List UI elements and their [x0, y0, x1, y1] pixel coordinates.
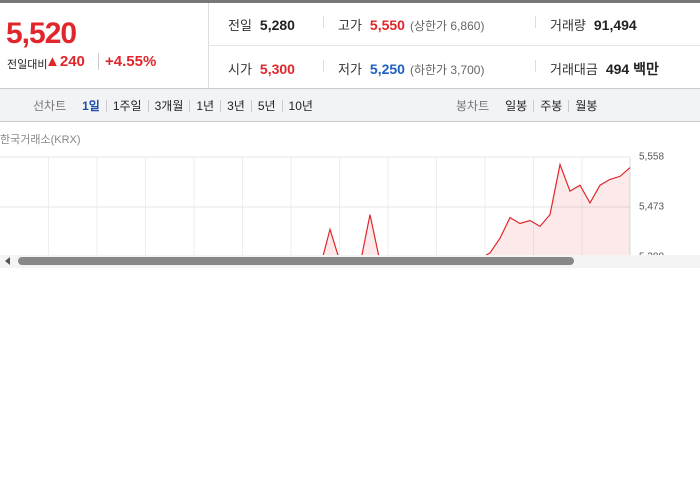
tab-group-label: 선차트 — [33, 99, 67, 113]
quote-cell: 시가 5,300 — [228, 59, 295, 78]
quote-value: 5,300 — [259, 61, 295, 77]
quote-cell: 저가 5,250 (하한가 3,700) — [338, 59, 484, 78]
tab[interactable]: 월봉 — [568, 99, 603, 112]
quote-label: 시가 — [228, 62, 252, 77]
tab[interactable]: 10년 — [281, 99, 319, 112]
tab[interactable]: 주봉 — [533, 99, 568, 112]
quote-value: 494 백만 — [605, 61, 659, 77]
quote-value: 5,250 — [369, 61, 405, 77]
divider — [323, 60, 324, 72]
area — [323, 164, 630, 255]
price: 5,520 — [6, 17, 77, 50]
tab[interactable]: 3년 — [220, 99, 251, 112]
quote-note: (상한가 6,860) — [409, 19, 485, 33]
quote-cell: 전일 5,280 — [228, 15, 295, 34]
quote-label: 전일 — [228, 18, 252, 33]
quote-cell: 고가 5,550 (상한가 6,860) — [338, 15, 484, 34]
quote-label: 거래대금 — [550, 62, 598, 77]
tab[interactable]: 1년 — [189, 99, 220, 112]
quote-label: 저가 — [338, 62, 362, 77]
change: ▲240 — [45, 53, 85, 70]
tab[interactable]: 일봉 — [505, 98, 528, 113]
tab[interactable]: 1주일 — [105, 99, 148, 112]
chart: 5,558 5,473 5,388 — [0, 152, 700, 268]
tab[interactable]: 1일 — [82, 98, 100, 113]
quote-note: (하한가 3,700) — [409, 63, 485, 77]
scrollbar — [0, 255, 700, 268]
tab-group-label: 봉차트 — [456, 99, 490, 113]
quote-value: 5,550 — [369, 17, 405, 33]
y-tick-label: 5,473 — [639, 202, 664, 213]
change-label: 전일대비 — [7, 59, 48, 71]
quote-cell: 거래량 91,494 — [550, 15, 637, 34]
divider — [208, 45, 700, 46]
divider — [535, 60, 536, 72]
top-border — [0, 0, 700, 3]
quote-cell: 거래대금 494 백만 — [550, 59, 659, 79]
quote-value: 91,494 — [593, 17, 637, 33]
scroll-arrow[interactable] — [5, 257, 10, 265]
quote-label: 고가 — [338, 18, 362, 33]
quote-label: 거래량 — [550, 18, 586, 33]
y-tick-label: 5,558 — [639, 152, 664, 163]
change-pct: +4.55% — [98, 53, 156, 70]
toolbar — [0, 88, 700, 122]
y-tick-label: 5,388 — [639, 252, 664, 263]
divider — [323, 16, 324, 28]
line — [322, 162, 631, 255]
source: 한국거래소(KRX) — [0, 134, 81, 146]
divider — [535, 16, 536, 28]
quote-value: 5,280 — [259, 17, 295, 33]
tab[interactable]: 5년 — [250, 99, 282, 112]
tab[interactable]: 3개월 — [147, 99, 190, 112]
scroll-thumb[interactable] — [18, 257, 574, 265]
